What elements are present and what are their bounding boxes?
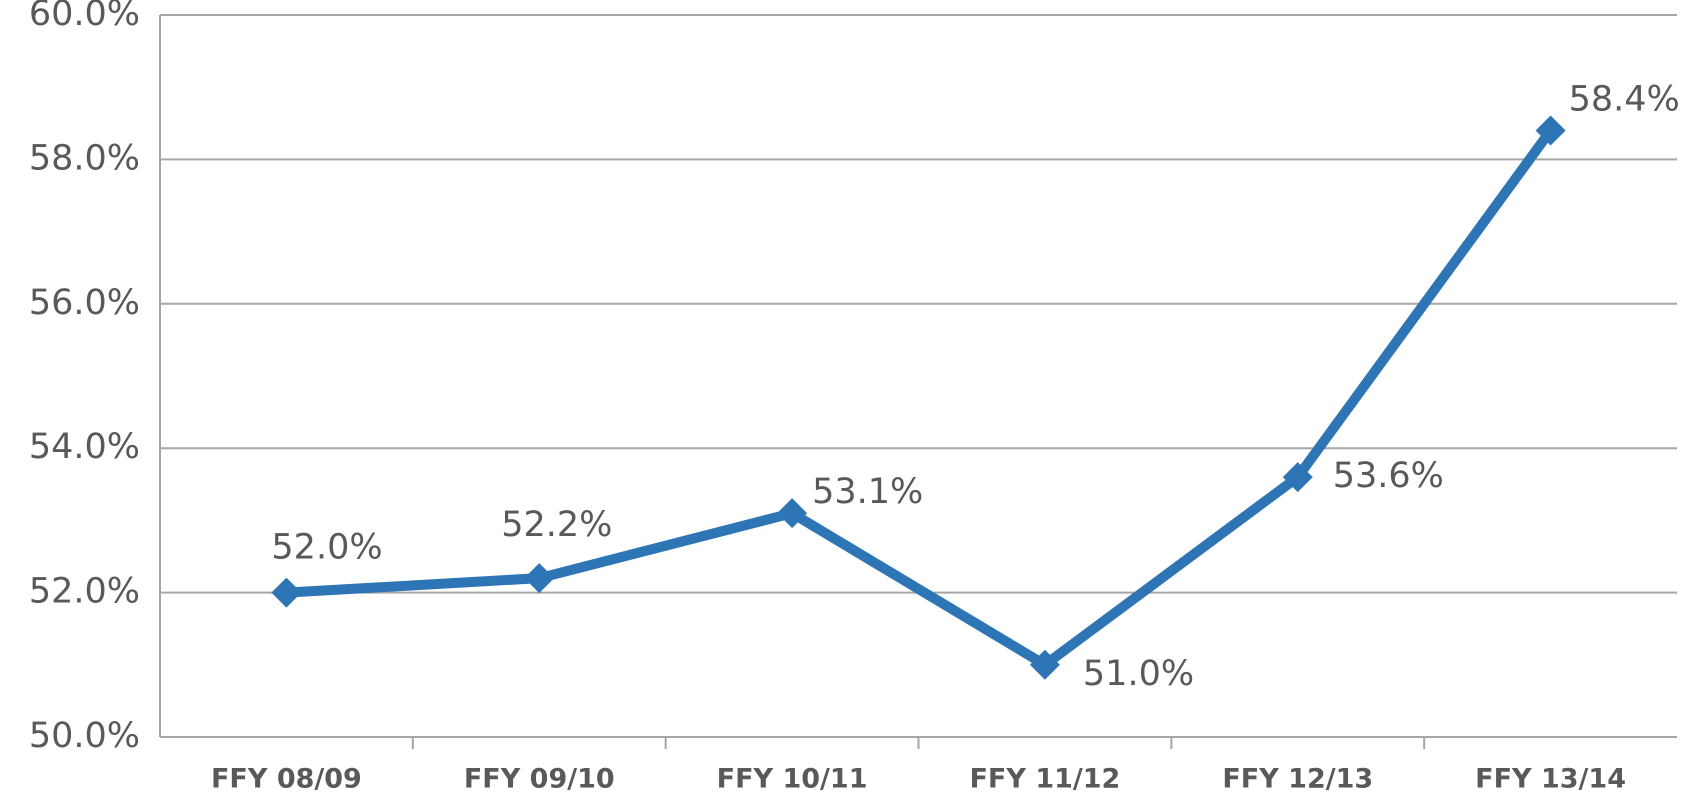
marker <box>271 577 302 608</box>
data-label: 53.1% <box>812 472 923 512</box>
data-label: 53.6% <box>1333 456 1444 496</box>
y-tick-label: 56.0% <box>29 283 140 323</box>
data-label: 52.2% <box>501 505 612 545</box>
x-tick-label: FFY 09/10 <box>464 764 615 795</box>
marker <box>524 563 555 594</box>
marker <box>1282 462 1313 493</box>
y-tick-label: 60.0% <box>29 0 140 34</box>
line <box>286 127 1555 670</box>
data-label: 58.4% <box>1569 80 1680 120</box>
y-tick-label: 52.0% <box>29 572 140 612</box>
y-tick-label: 54.0% <box>29 427 140 467</box>
x-tick-label: FFY 10/11 <box>717 764 868 795</box>
y-tick-label: 50.0% <box>29 716 140 756</box>
data-label: 51.0% <box>1083 654 1194 694</box>
x-tick-label: FFY 08/09 <box>211 764 362 795</box>
marker <box>1535 115 1566 146</box>
x-tick-label: FFY 13/14 <box>1475 764 1626 795</box>
marker <box>777 498 808 529</box>
x-tick-label: FFY 11/12 <box>969 764 1120 795</box>
x-tick-label: FFY 12/13 <box>1222 764 1373 795</box>
y-tick-label: 58.0% <box>29 138 140 178</box>
marker <box>1029 649 1060 680</box>
data-label: 52.0% <box>271 528 382 568</box>
